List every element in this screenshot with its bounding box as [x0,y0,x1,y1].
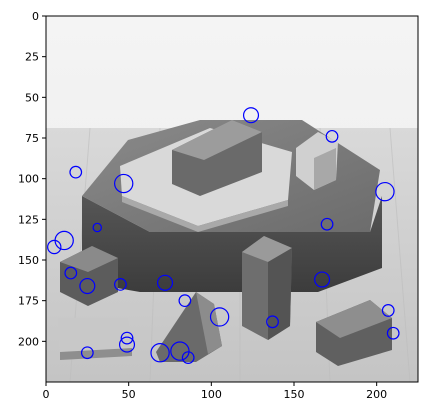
keypoint-marker [386,326,400,340]
keypoint-marker [79,277,96,295]
axes-frame [45,15,419,383]
keypoint-marker [118,336,136,353]
y-tick-label: 150 [18,254,39,267]
x-tick-label: 200 [366,388,387,401]
keypoint-marker [47,239,62,255]
y-tick-label: 25 [25,51,39,64]
keypoint-marker [150,343,170,363]
x-tick-label: 50 [122,388,136,401]
keypoint-marker [80,346,94,360]
keypoint-marker [178,294,192,308]
keypoint-marker [156,274,174,291]
keypoint-marker [114,278,127,291]
photo-image [46,16,418,382]
y-tick-label: 0 [32,10,39,23]
keypoint-marker [266,315,279,329]
x-axis: 0 50 100 150 200 [43,382,387,401]
keypoint-markers [47,107,400,364]
keypoint-marker [69,165,83,179]
y-tick-label: 75 [25,132,39,145]
keypoint-marker [381,304,395,317]
keypoint-marker [209,307,230,327]
x-tick-label: 100 [201,388,222,401]
keypoint-marker [120,331,134,345]
keypoint-marker [92,222,102,233]
keypoint-marker [320,217,334,231]
y-tick-label: 200 [18,335,39,348]
y-tick-label: 100 [18,173,39,186]
keypoint-marker [181,351,195,364]
keypoint-marker [375,181,395,202]
x-tick-label: 150 [284,388,305,401]
y-tick-label: 175 [18,295,39,308]
keypoint-marker [325,129,339,143]
y-tick-label: 50 [25,91,39,104]
keypoint-marker [170,341,190,361]
y-axis: 0 25 50 75 100 125 150 175 200 [18,10,46,348]
y-tick-label: 125 [18,213,39,226]
keypoint-marker [242,107,260,124]
keypoint-marker [114,173,134,194]
x-tick-label: 0 [43,388,50,401]
keypoint-marker [314,271,331,288]
keypoint-marker [64,266,78,280]
